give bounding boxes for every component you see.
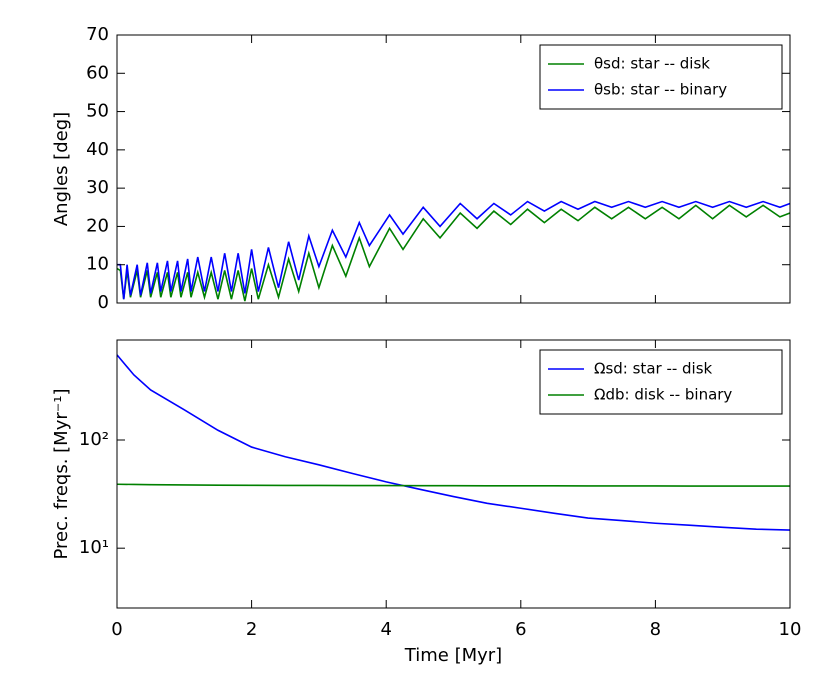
legend-label: θsb: star -- binary [594, 81, 727, 99]
axes-frame [116, 34, 791, 304]
legend-label: Ωdb: disk -- binary [594, 386, 732, 404]
y-tick-label: 10² [79, 429, 109, 450]
x-tick-label: 10 [779, 619, 802, 640]
data-line [116, 483, 790, 487]
y-tick-label: 20 [86, 215, 109, 236]
x-tick-label: 4 [380, 619, 391, 640]
data-line [116, 204, 791, 302]
legend-label: θsd: star -- disk [594, 55, 710, 73]
y-tick-label: 0 [98, 292, 109, 313]
x-tick-label: 0 [111, 619, 122, 640]
data-line [117, 200, 791, 300]
y-tick-label: 10¹ [79, 537, 109, 558]
y-tick-label: 40 [86, 139, 109, 160]
y-tick-label: 50 [86, 101, 109, 122]
y-tick-label: 60 [86, 62, 109, 83]
y-axis-label: Angles [deg] [51, 112, 72, 226]
legend-label: Ωsd: star -- disk [594, 360, 713, 378]
y-tick-label: 10 [86, 254, 109, 275]
x-tick-label: 8 [650, 619, 661, 640]
y-axis-label: Prec. freqs. [Myr⁻¹] [51, 389, 72, 560]
x-axis-label: Time [Myr] [404, 645, 502, 666]
legend-box [539, 44, 783, 110]
x-tick-label: 6 [515, 619, 526, 640]
data-line [116, 354, 791, 531]
axes-frame [116, 339, 791, 609]
legend-box [539, 349, 783, 415]
y-tick-label: 30 [86, 177, 109, 198]
x-tick-label: 2 [246, 619, 257, 640]
y-tick-label: 70 [86, 24, 109, 45]
